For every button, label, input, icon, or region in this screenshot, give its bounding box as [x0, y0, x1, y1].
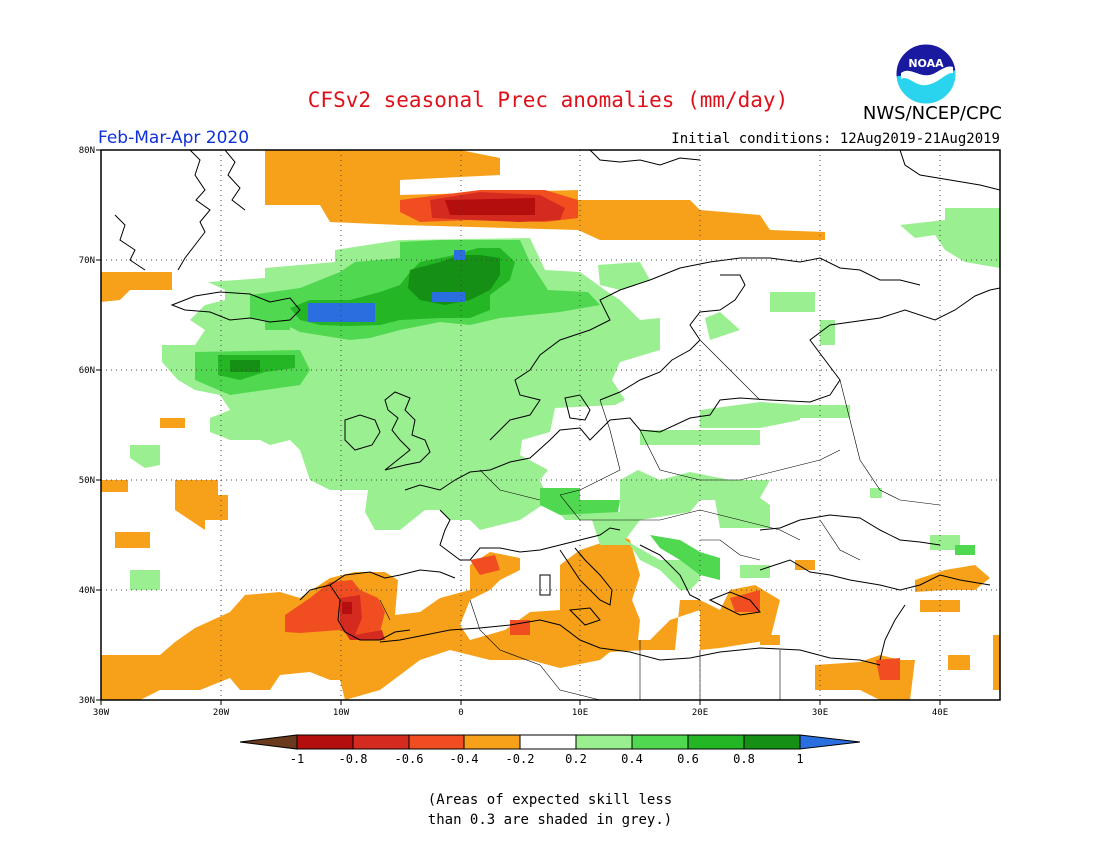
colorbar-bin: [296, 734, 354, 750]
colorbar: [239, 734, 861, 750]
colorbar-bin: [408, 734, 465, 750]
country-borders: [379, 339, 941, 700]
colorbar-label: -0.6: [395, 752, 424, 766]
gridlines: [101, 150, 1000, 700]
lat-tick-label: 60N: [79, 366, 95, 376]
colorbar-gt-1: [799, 734, 861, 750]
lon-tick-label: 30E: [812, 708, 828, 718]
lat-axis: 80N 70N 60N 50N 40N 30N: [79, 146, 95, 706]
map-frame: [100, 149, 1001, 701]
colorbar-label: -0.8: [339, 752, 368, 766]
colorbar-label: 0.4: [621, 752, 643, 766]
colorbar-bin: [687, 734, 745, 750]
colorbar-label: 0.8: [733, 752, 755, 766]
agency-label: NWS/NCEP/CPC: [862, 103, 1002, 124]
svg-text:NOAA: NOAA: [908, 57, 944, 70]
colorbar-label: -0.2: [506, 752, 535, 766]
lat-tick-label: 80N: [79, 146, 95, 156]
skill-note: (Areas of expected skill less than 0.3 a…: [0, 790, 1100, 830]
chart-title: CFSv2 seasonal Prec anomalies (mm/day): [307, 88, 789, 112]
lon-tick-label: 40E: [932, 708, 948, 718]
colorbar-lt-neg1: [239, 734, 298, 750]
lon-tick-label: 10W: [333, 708, 350, 718]
lat-tick-label: 30N: [79, 696, 95, 706]
colorbar-bin: [743, 734, 801, 750]
lon-tick-label: 0: [458, 708, 463, 718]
lon-tick-label: 20E: [692, 708, 708, 718]
lat-tick-label: 40N: [79, 586, 95, 596]
skill-note-line: than 0.3 are shaded in grey.): [427, 812, 673, 828]
colorbar-bin: [519, 734, 577, 750]
colorbar-bin: [575, 734, 633, 750]
lon-tick-label: 30W: [93, 708, 110, 718]
colorbar-label: 0.6: [677, 752, 699, 766]
colorbar-label: 0.2: [565, 752, 587, 766]
lon-axis: 30W 20W 10W 0 10E 20E 30E 40E: [93, 708, 948, 718]
lat-tick-label: 50N: [79, 476, 95, 486]
lat-tick-label: 70N: [79, 256, 95, 266]
colorbar-bin: [352, 734, 410, 750]
colorbar-bin: [631, 734, 689, 750]
anomaly-field: [101, 150, 1000, 700]
noaa-logo-icon: NOAA: [895, 43, 957, 105]
colorbar-label: 1: [796, 752, 803, 766]
forecast-period: Feb-Mar-Apr 2020: [98, 128, 250, 148]
lon-tick-label: 10E: [572, 708, 588, 718]
colorbar-label: -0.4: [450, 752, 479, 766]
skill-note-line: (Areas of expected skill less: [427, 792, 673, 808]
colorbar-label: -1: [290, 752, 304, 766]
coastlines: [114, 150, 1000, 666]
colorbar-bin: [463, 734, 521, 750]
initial-conditions: Initial conditions: 12Aug2019-21Aug2019: [671, 131, 1000, 147]
lon-tick-label: 20W: [213, 708, 230, 718]
